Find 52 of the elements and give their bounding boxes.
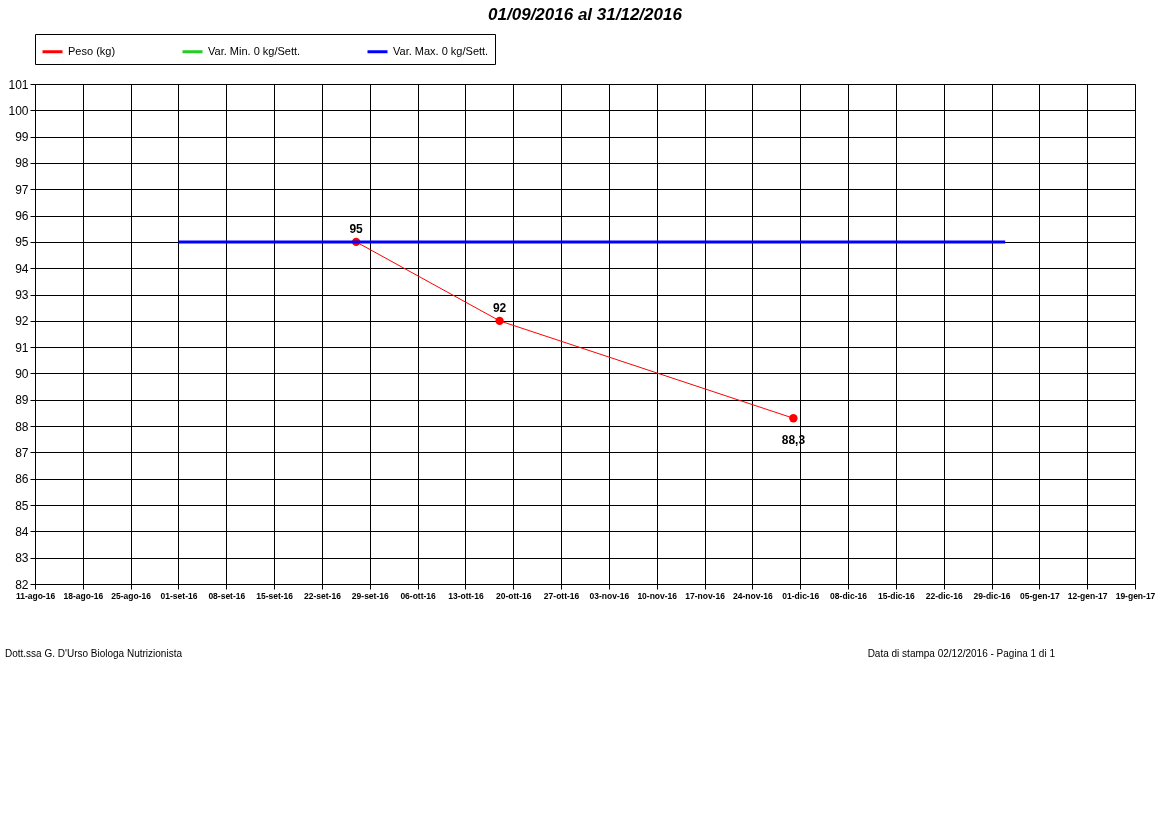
- y-tick-label: 90: [15, 366, 29, 381]
- x-tick-label: 13-ott-16: [448, 590, 484, 601]
- text: Dott.ssa G. D'Urso Biologa Nutrizionista: [5, 648, 183, 659]
- x-tick-label: 29-set-16: [351, 590, 389, 601]
- x-tick-label: 06-ott-16: [400, 590, 437, 601]
- y-tick-label: 100: [8, 103, 29, 118]
- legend-label: Peso (kg): [68, 44, 116, 57]
- y-tick-label: 93: [15, 288, 29, 303]
- x-tick-label: 01-dic-16: [782, 590, 820, 601]
- y-tick-label: 84: [15, 524, 29, 539]
- x-tick-label: 25-ago-16: [111, 590, 152, 601]
- y-tick-label: 88: [15, 419, 29, 434]
- y-tick-label: 82: [15, 577, 29, 592]
- x-tick-label: 10-nov-16: [637, 590, 678, 601]
- y-tick-label: 97: [15, 182, 29, 197]
- y-tick-label: 99: [15, 130, 29, 145]
- x-tick-label: 29-dic-16: [973, 590, 1011, 601]
- x-tick-label: 03-nov-16: [589, 590, 630, 601]
- y-tick-label: 91: [15, 340, 29, 355]
- chart-title: 01/09/2016 al 31/12/2016: [488, 4, 683, 24]
- x-tick-label: 22-set-16: [304, 590, 342, 601]
- x-tick-label: 12-gen-17: [1067, 590, 1108, 601]
- x-tick-label: 22-dic-16: [925, 590, 963, 601]
- x-tick-label: 11-ago-16: [15, 590, 56, 601]
- x-tick-label: 08-set-16: [208, 590, 246, 601]
- x-tick-label: 17-nov-16: [685, 590, 726, 601]
- y-tick-label: 98: [15, 156, 29, 171]
- y-tick-label: 86: [15, 472, 29, 487]
- x-tick-label: 24-nov-16: [733, 590, 773, 601]
- y-tick-label: 83: [15, 551, 29, 566]
- data-label: 92: [492, 300, 507, 315]
- text: Data di stampa 02/12/2016 - Pagina 1 di 1: [867, 648, 1056, 659]
- y-tick-label: 92: [15, 314, 29, 329]
- y-tick-label: 85: [15, 498, 29, 513]
- x-tick-label: 05-gen-17: [1020, 590, 1060, 601]
- x-tick-label: 18-ago-16: [63, 590, 104, 601]
- x-tick-label: 19-gen-17: [1115, 590, 1156, 601]
- y-tick-label: 94: [15, 261, 29, 276]
- y-tick-label: 101: [8, 77, 29, 92]
- y-tick-label: 95: [15, 235, 29, 250]
- x-tick-label: 15-dic-16: [877, 590, 916, 601]
- legend-label: Var. Max. 0 kg/Sett.: [393, 44, 489, 57]
- y-tick-label: 87: [15, 445, 29, 460]
- y-tick-label: 89: [15, 393, 29, 408]
- x-tick-label: 27-ott-16: [543, 590, 580, 601]
- data-label: 95: [349, 221, 364, 236]
- y-tick-label: 96: [15, 209, 29, 224]
- x-tick-label: 01-set-16: [160, 590, 198, 601]
- x-tick-label: 08-dic-16: [830, 590, 868, 601]
- x-tick-label: 20-ott-16: [496, 590, 532, 601]
- legend-label: Var. Min. 0 kg/Sett.: [208, 44, 301, 57]
- x-tick-label: 15-set-16: [256, 590, 294, 601]
